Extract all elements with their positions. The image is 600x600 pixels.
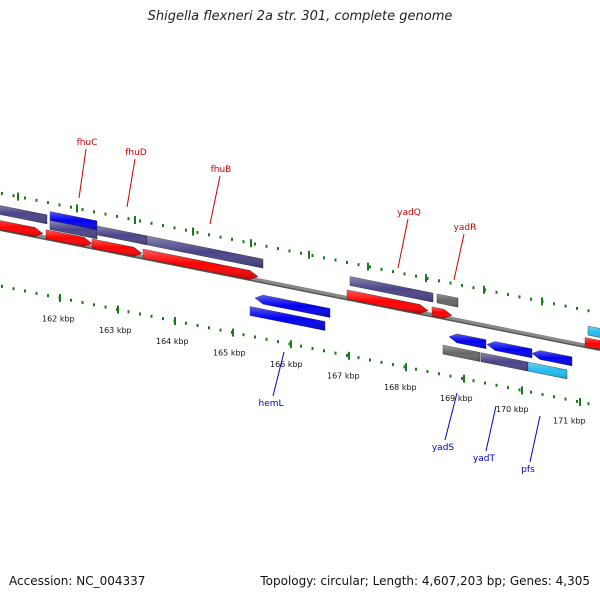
gene-label-leader [78, 148, 87, 199]
reverse-gene-shade [449, 333, 486, 349]
genome-backbone [0, 226, 600, 350]
cyan-block[interactable] [527, 361, 568, 380]
kbp-tick-label: 168 kbp [384, 383, 417, 392]
forward-gene[interactable] [45, 229, 93, 247]
reverse-gene[interactable] [531, 350, 573, 367]
gene-label-yadS[interactable]: yadS [432, 443, 455, 453]
cds-block-grey-shade [437, 293, 458, 308]
cds-block[interactable] [146, 235, 264, 269]
cds-block-shade [147, 235, 263, 269]
gene-label-hemL[interactable]: hemL [258, 399, 283, 409]
reverse-tick-row [1, 284, 590, 406]
gene-label-leader [126, 158, 136, 208]
kbp-tick-label: 166 kbp [270, 360, 303, 369]
kbp-tick-label: 170 kbp [496, 405, 529, 414]
kbp-tick-label: 171 kbp [553, 417, 586, 426]
cds-block-grey-shade [443, 345, 480, 362]
cyan-block[interactable] [587, 325, 600, 339]
kbp-tick-label: 164 kbp [156, 337, 189, 346]
gene-label-fhuC[interactable]: fhuC [77, 138, 98, 148]
cds-block[interactable] [0, 204, 48, 225]
forward-gene-shade [143, 249, 258, 280]
gene-label-leader [397, 218, 409, 269]
forward-gene-shade [92, 238, 142, 257]
cds-block-grey[interactable] [442, 344, 481, 362]
reverse-gene-shade [487, 341, 532, 358]
gene-label-leader [485, 405, 497, 452]
kbp-tick-label: 169 kbp [440, 394, 473, 403]
reverse-gene-block-shade [50, 211, 97, 230]
cds-block-shade [481, 352, 528, 372]
gene-label-fhuB[interactable]: fhuB [211, 165, 232, 175]
kbp-tick-label: 167 kbp [327, 371, 360, 380]
forward-gene-shade [46, 229, 92, 247]
cyan-block-shade [588, 326, 600, 338]
cds-block[interactable] [349, 276, 434, 303]
reverse-gene[interactable] [254, 294, 331, 318]
kbp-tick-label: 162 kbp [42, 314, 75, 323]
gene-label-leader [444, 392, 458, 441]
cds-block-shade [97, 225, 147, 245]
gene-label-yadQ[interactable]: yadQ [397, 208, 421, 218]
reverse-gene-shade [255, 295, 330, 318]
gene-label-fhuD[interactable]: fhuD [125, 148, 147, 158]
forward-gene-shade [432, 306, 452, 319]
accession-text: Accession: NC_004337 [9, 574, 146, 588]
cds-block-grey[interactable] [436, 293, 459, 308]
reverse-cds-block[interactable] [249, 306, 326, 331]
gene-label-leader [272, 351, 285, 397]
forward-gene[interactable] [431, 306, 453, 319]
forward-gene-shade [585, 337, 600, 350]
cds-block-shade [350, 276, 433, 303]
kbp-tick-label: 163 kbp [99, 326, 132, 335]
cds-block-shade [50, 220, 97, 239]
kbp-tick-label: 165 kbp [213, 349, 246, 358]
reverse-gene[interactable] [448, 333, 487, 349]
cyan-block-shade [528, 362, 567, 379]
gene-label-pfs[interactable]: pfs [521, 465, 535, 475]
forward-gene[interactable] [91, 238, 143, 257]
forward-gene-shade [347, 289, 428, 314]
gene-label-yadR[interactable]: yadR [454, 223, 477, 233]
forward-gene[interactable] [142, 248, 259, 280]
reverse-cds-block-shade [250, 306, 325, 331]
cds-block-shade [0, 205, 47, 224]
forward-gene[interactable] [346, 289, 429, 314]
forward-tick-row [1, 191, 590, 313]
map-title: Shigella flexneri 2a str. 301, complete … [147, 9, 453, 24]
forward-gene-shade [0, 220, 43, 237]
gene-label-leader [209, 175, 221, 225]
gene-label-leader [529, 415, 541, 463]
forward-gene[interactable] [584, 337, 600, 350]
forward-gene[interactable] [0, 219, 44, 237]
gene-label-leader [453, 233, 465, 281]
gene-label-yadT[interactable]: yadT [473, 454, 496, 464]
topology-text: Topology: circular; Length: 4,607,203 bp… [260, 574, 590, 588]
cds-block[interactable] [49, 220, 98, 240]
reverse-gene-shade [532, 350, 572, 366]
